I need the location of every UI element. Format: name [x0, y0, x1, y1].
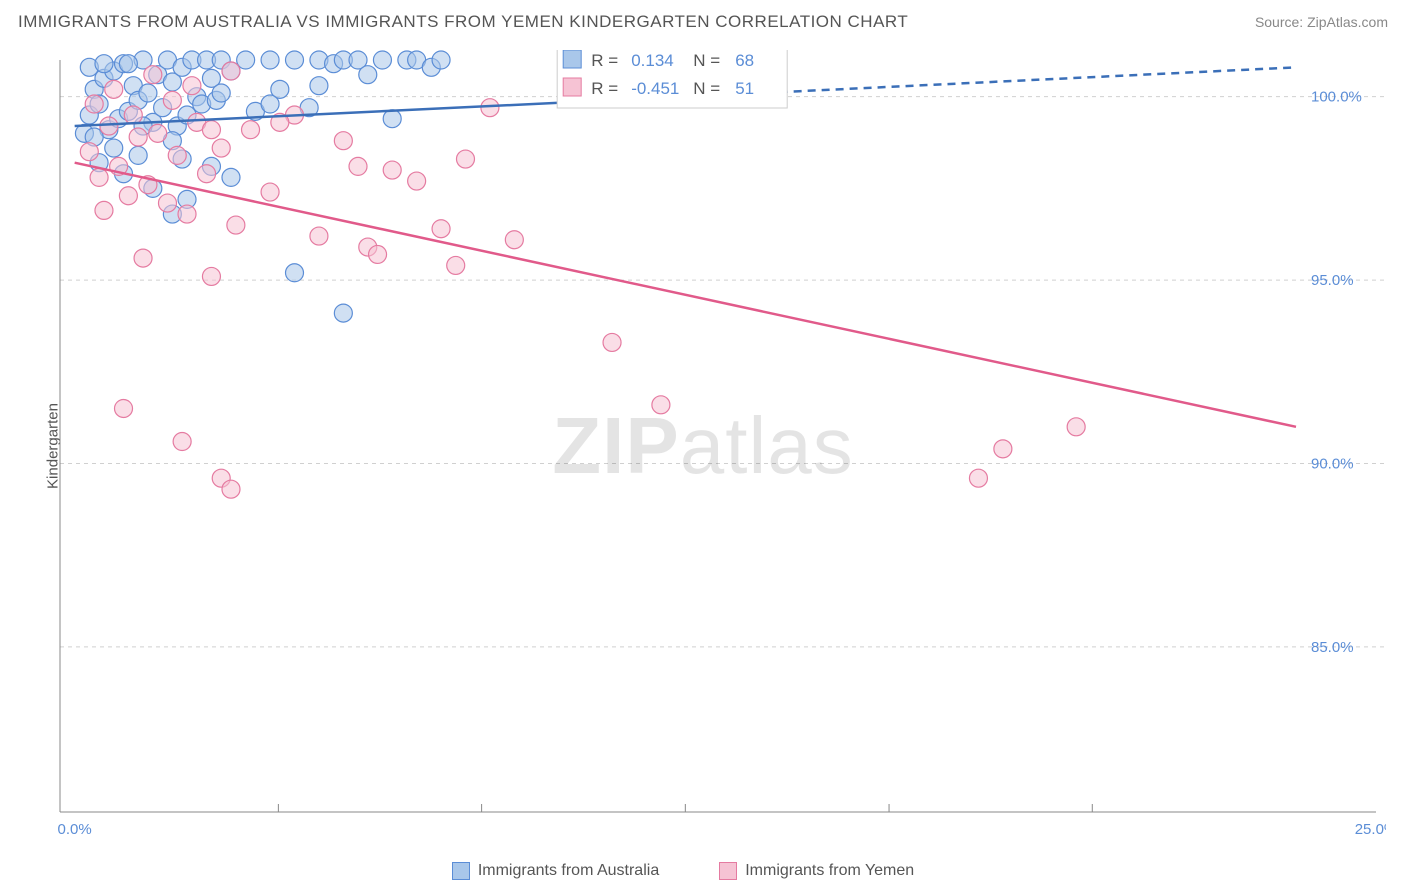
scatter-point	[285, 264, 303, 282]
y-tick-label: 90.0%	[1311, 456, 1354, 473]
scatter-point	[310, 227, 328, 245]
scatter-point	[432, 220, 450, 238]
scatter-point	[90, 168, 108, 186]
rn-n-label: N =	[693, 79, 720, 98]
scatter-point	[222, 62, 240, 80]
scatter-point	[285, 51, 303, 69]
scatter-point	[432, 51, 450, 69]
scatter-point	[119, 55, 137, 73]
scatter-point	[373, 51, 391, 69]
scatter-point	[124, 106, 142, 124]
y-tick-label: 95.0%	[1311, 272, 1354, 289]
rn-n-value: 51	[735, 79, 754, 98]
chart-title: IMMIGRANTS FROM AUSTRALIA VS IMMIGRANTS …	[18, 12, 908, 32]
y-tick-label: 85.0%	[1311, 639, 1354, 656]
swatch-australia	[452, 862, 470, 880]
rn-r-value: -0.451	[631, 79, 679, 98]
scatter-point	[139, 84, 157, 102]
source-label: Source: ZipAtlas.com	[1255, 14, 1388, 30]
rn-swatch	[563, 78, 581, 96]
scatter-point	[95, 201, 113, 219]
scatter-point	[129, 146, 147, 164]
x-tick-label: 25.0%	[1355, 821, 1386, 838]
scatter-point	[447, 256, 465, 274]
scatter-point	[603, 333, 621, 351]
scatter-point	[408, 172, 426, 190]
scatter-point	[85, 95, 103, 113]
x-tick-label: 0.0%	[58, 821, 92, 838]
legend-label-australia: Immigrants from Australia	[478, 862, 659, 880]
scatter-point	[95, 55, 113, 73]
trend-line-dashed	[710, 67, 1296, 95]
scatter-point	[383, 161, 401, 179]
scatter-point	[100, 117, 118, 135]
scatter-point	[652, 396, 670, 414]
chart-svg: 85.0% 90.0% 95.0% 100.0% 0.0% 25.0% R = 0.134 N …	[50, 50, 1386, 842]
scatter-point	[168, 146, 186, 164]
bottom-legend: Immigrants from Australia Immigrants fro…	[50, 862, 1316, 880]
scatter-point	[80, 143, 98, 161]
scatter-point	[149, 124, 167, 142]
scatter-point	[222, 480, 240, 498]
scatter-point	[481, 99, 499, 117]
scatter-point	[349, 157, 367, 175]
scatter-point	[212, 139, 230, 157]
scatter-point	[202, 267, 220, 285]
rn-r-label: R =	[591, 79, 618, 98]
scatter-point	[212, 84, 230, 102]
scatter-point	[198, 165, 216, 183]
rn-n-label: N =	[693, 51, 720, 70]
scatter-point	[227, 216, 245, 234]
scatter-point	[183, 77, 201, 95]
rn-r-value: 0.134	[631, 51, 674, 70]
legend-item-australia: Immigrants from Australia	[452, 862, 659, 880]
scatter-point	[334, 304, 352, 322]
scatter-point	[115, 399, 133, 417]
scatter-point	[144, 66, 162, 84]
scatter-point	[163, 91, 181, 109]
scatter-point	[261, 95, 279, 113]
scatter-point	[178, 205, 196, 223]
scatter-point	[261, 51, 279, 69]
scatter-point	[359, 66, 377, 84]
scatter-point	[158, 194, 176, 212]
scatter-point	[105, 80, 123, 98]
rn-r-label: R =	[591, 51, 618, 70]
scatter-point	[261, 183, 279, 201]
scatter-point	[222, 168, 240, 186]
plot-area: 85.0% 90.0% 95.0% 100.0% 0.0% 25.0% R = 0.134 N …	[50, 50, 1386, 842]
rn-n-value: 68	[735, 51, 754, 70]
scatter-point	[310, 77, 328, 95]
scatter-point	[134, 249, 152, 267]
scatter-point	[119, 187, 137, 205]
scatter-point	[383, 110, 401, 128]
legend-item-yemen: Immigrants from Yemen	[719, 862, 914, 880]
scatter-point	[334, 132, 352, 150]
scatter-point	[969, 469, 987, 487]
scatter-point	[505, 231, 523, 249]
scatter-point	[129, 128, 147, 146]
scatter-point	[369, 245, 387, 263]
legend-label-yemen: Immigrants from Yemen	[745, 862, 914, 880]
scatter-point	[994, 440, 1012, 458]
trend-line	[75, 163, 1296, 427]
swatch-yemen	[719, 862, 737, 880]
scatter-point	[1067, 418, 1085, 436]
scatter-point	[173, 433, 191, 451]
rn-swatch	[563, 50, 581, 68]
scatter-point	[105, 139, 123, 157]
scatter-point	[202, 121, 220, 139]
scatter-point	[242, 121, 260, 139]
scatter-point	[456, 150, 474, 168]
y-tick-label: 100.0%	[1311, 89, 1362, 106]
header: IMMIGRANTS FROM AUSTRALIA VS IMMIGRANTS …	[18, 12, 1388, 32]
